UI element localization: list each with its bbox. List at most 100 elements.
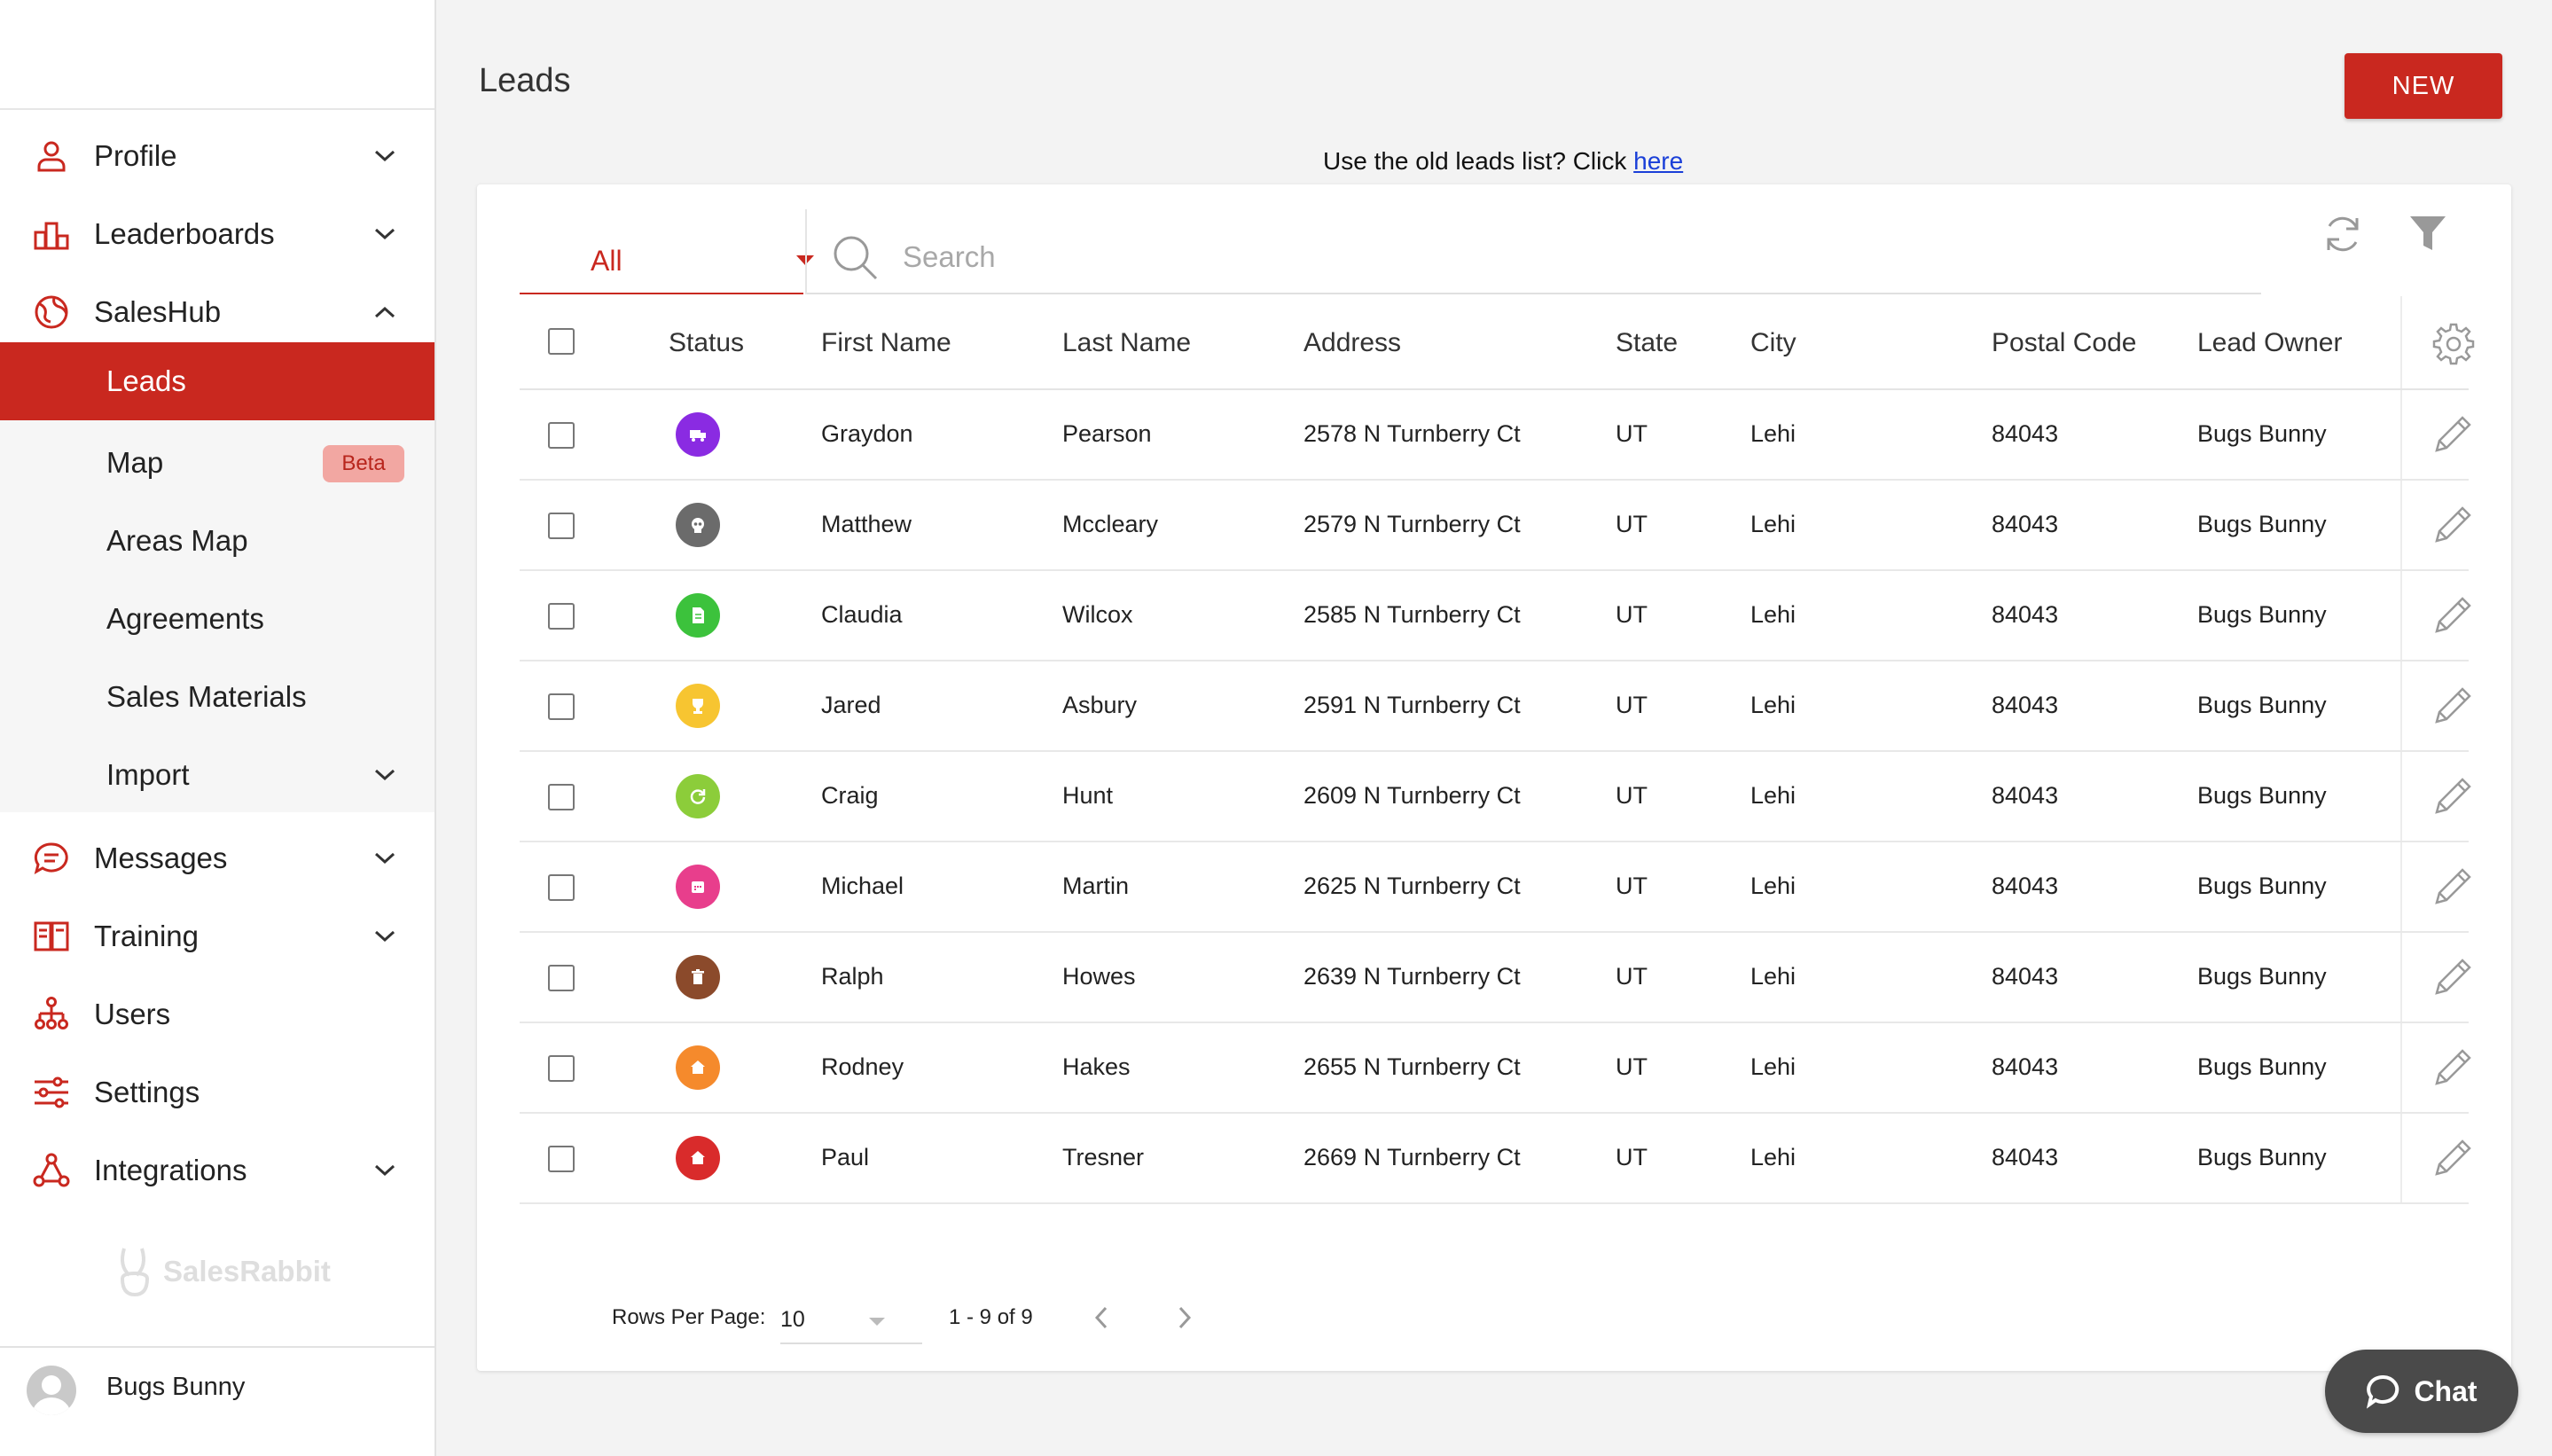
- status-indicator[interactable]: [676, 684, 720, 728]
- row-checkbox[interactable]: [548, 784, 575, 810]
- sidebar-item-leads[interactable]: Leads: [0, 342, 434, 420]
- column-header-first-name[interactable]: First Name: [821, 328, 951, 357]
- column-header-last-name[interactable]: Last Name: [1062, 328, 1192, 357]
- edit-button[interactable]: [2428, 410, 2478, 459]
- sidebar: Profile Leaderboards SalesHub Leads Map …: [0, 0, 436, 1456]
- new-lead-button[interactable]: NEW: [2345, 53, 2502, 119]
- column-header-postal-code[interactable]: Postal Code: [1992, 328, 2137, 357]
- column-header-status[interactable]: Status: [669, 328, 745, 357]
- rows-per-page-select[interactable]: 10: [780, 1293, 922, 1344]
- chevron-down-icon[interactable]: [371, 761, 399, 789]
- edit-button[interactable]: [2428, 681, 2478, 731]
- sidebar-item-integrations[interactable]: Integrations: [0, 1131, 434, 1209]
- search-input[interactable]: [903, 232, 2233, 282]
- table-row[interactable]: Paul Tresner 2669 N Turnberry Ct UT Lehi 8404…: [520, 1114, 2471, 1204]
- chevron-down-icon[interactable]: [371, 844, 399, 873]
- sidebar-item-areas-map[interactable]: Areas Map: [0, 502, 434, 580]
- first-name-cell: Paul: [821, 1144, 870, 1170]
- state-cell: UT: [1616, 1053, 1648, 1080]
- row-checkbox[interactable]: [548, 1146, 575, 1172]
- row-checkbox[interactable]: [548, 874, 575, 901]
- table-row[interactable]: Graydon Pearson 2578 N Turnberry Ct UT Lehi 8…: [520, 390, 2471, 481]
- edit-button[interactable]: [2428, 771, 2478, 821]
- chevron-down-icon[interactable]: [371, 142, 399, 170]
- sidebar-item-import[interactable]: Import: [0, 736, 434, 814]
- chat-button[interactable]: Chat: [2325, 1350, 2518, 1433]
- table-row[interactable]: Craig Hunt 2609 N Turnberry Ct UT Lehi 84043 B…: [520, 752, 2471, 842]
- edit-button[interactable]: [2428, 862, 2478, 912]
- status-indicator[interactable]: [676, 1136, 720, 1180]
- status-indicator[interactable]: [676, 865, 720, 909]
- pencil-icon: [2435, 959, 2471, 995]
- row-checkbox[interactable]: [548, 422, 575, 449]
- row-checkbox[interactable]: [548, 693, 575, 720]
- old-leads-link[interactable]: here: [1633, 147, 1684, 175]
- chat-icon: [2367, 1375, 2399, 1409]
- edit-button[interactable]: [2428, 1043, 2478, 1092]
- next-page-button[interactable]: [1165, 1298, 1204, 1337]
- table-row[interactable]: Rodney Hakes 2655 N Turnberry Ct UT Lehi 8404…: [520, 1023, 2471, 1114]
- edit-button[interactable]: [2428, 500, 2478, 550]
- page-range: 1 - 9 of 9: [949, 1305, 1033, 1329]
- sidebar-item-settings[interactable]: Settings: [0, 1053, 434, 1131]
- column-header-lead-owner[interactable]: Lead Owner: [2197, 328, 2343, 357]
- status-indicator[interactable]: [676, 593, 720, 638]
- edit-button[interactable]: [2428, 1133, 2478, 1183]
- row-checkbox[interactable]: [548, 603, 575, 630]
- column-header-state[interactable]: State: [1616, 328, 1679, 357]
- nodes-icon: [32, 1151, 71, 1190]
- first-name-cell: Claudia: [821, 601, 903, 628]
- edit-button[interactable]: [2428, 952, 2478, 1002]
- gear-icon[interactable]: [2428, 319, 2478, 369]
- status-indicator[interactable]: [676, 412, 720, 457]
- address-cell: 2625 N Turnberry Ct: [1303, 873, 1521, 899]
- chevron-up-icon[interactable]: [371, 298, 399, 326]
- chevron-down-icon[interactable]: [371, 1156, 399, 1185]
- sidebar-item-map[interactable]: Map Beta: [0, 424, 434, 502]
- status-indicator[interactable]: [676, 774, 720, 818]
- chat-bubble-icon: [32, 839, 71, 878]
- sidebar-item-profile[interactable]: Profile: [0, 117, 434, 195]
- chevron-down-icon[interactable]: [371, 220, 399, 248]
- status-indicator[interactable]: [676, 1045, 720, 1090]
- table-row[interactable]: Claudia Wilcox 2585 N Turnberry Ct UT Lehi 84…: [520, 571, 2471, 661]
- sidebar-item-label: Training: [94, 920, 199, 952]
- sidebar-item-saleshub[interactable]: SalesHub: [0, 273, 434, 351]
- sidebar-item-users[interactable]: Users: [0, 975, 434, 1053]
- address-cell: 2585 N Turnberry Ct: [1303, 601, 1521, 628]
- row-checkbox[interactable]: [548, 513, 575, 539]
- sidebar-item-messages[interactable]: Messages: [0, 819, 434, 897]
- select-all-checkbox[interactable]: [548, 328, 575, 355]
- status-indicator[interactable]: [676, 955, 720, 999]
- sidebar-item-agreements[interactable]: Agreements: [0, 580, 434, 658]
- avatar[interactable]: [27, 1366, 76, 1415]
- column-header-address[interactable]: Address: [1303, 328, 1402, 357]
- status-filter-select[interactable]: All: [520, 209, 814, 294]
- address-cell: 2655 N Turnberry Ct: [1303, 1053, 1521, 1080]
- lead-owner-cell: Bugs Bunny: [2197, 511, 2327, 537]
- city-cell: Lehi: [1750, 692, 1797, 718]
- saleshub-submenu: Leads Map Beta Areas Map Agreements Sale…: [0, 342, 434, 812]
- sidebar-item-leaderboards[interactable]: Leaderboards: [0, 195, 434, 273]
- table-row[interactable]: Jared Asbury 2591 N Turnberry Ct UT Lehi 8404…: [520, 661, 2471, 752]
- status-indicator[interactable]: [676, 503, 720, 547]
- chevron-down-icon[interactable]: [371, 922, 399, 951]
- rabbit-logo-icon: [120, 1248, 150, 1297]
- previous-page-button[interactable]: [1082, 1298, 1121, 1337]
- sidebar-item-label: Sales Materials: [106, 680, 307, 713]
- table-row[interactable]: Matthew Mccleary 2579 N Turnberry Ct UT Lehi…: [520, 481, 2471, 571]
- lead-owner-cell: Bugs Bunny: [2197, 420, 2327, 447]
- row-checkbox[interactable]: [548, 965, 575, 991]
- edit-button[interactable]: [2428, 591, 2478, 640]
- column-header-city[interactable]: City: [1750, 328, 1797, 357]
- table-row[interactable]: Ralph Howes 2639 N Turnberry Ct UT Lehi 84043…: [520, 933, 2471, 1023]
- refresh-icon[interactable]: [2318, 209, 2368, 259]
- table-row[interactable]: Michael Martin 2625 N Turnberry Ct UT Lehi 84…: [520, 842, 2471, 933]
- last-name-cell: Asbury: [1062, 692, 1138, 718]
- sidebar-item-sales-materials[interactable]: Sales Materials: [0, 658, 434, 736]
- filter-icon[interactable]: [2403, 209, 2453, 259]
- sidebar-item-training[interactable]: Training: [0, 897, 434, 975]
- row-checkbox[interactable]: [548, 1055, 575, 1082]
- current-user[interactable]: Bugs Bunny: [0, 1346, 434, 1456]
- refresh-icon: [690, 789, 706, 804]
